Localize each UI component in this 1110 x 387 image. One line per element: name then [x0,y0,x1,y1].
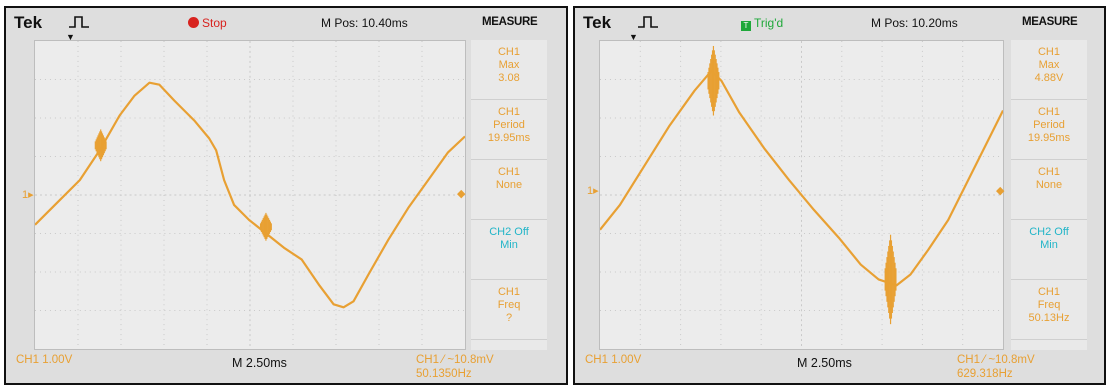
measure-line: None [495,179,523,191]
noise-burst [94,129,107,162]
measure-line: Max [1038,59,1060,71]
measure-line: ? [505,312,513,324]
measure-slot-5[interactable]: CH1 Freq? [471,280,547,340]
noise-burst [884,234,897,325]
measure-line: 19.95ms [487,132,531,144]
waveform-display [600,41,1003,349]
brand-logo: Tek [14,13,43,32]
measure-line: CH1 [1037,286,1060,298]
measure-line: 3.08 [498,72,520,84]
measure-line: Min [500,239,518,251]
trigger-frequency: 50.1350Hz [416,368,472,380]
measure-menu-title: MEASURE [1022,16,1078,28]
measure-line: CH1 [1037,166,1060,178]
stop-indicator-icon [188,17,199,28]
waveform-graticule [34,40,466,350]
measure-line: CH1 [1037,46,1060,58]
edge-trigger-icon [69,16,89,28]
edge-trigger-icon [638,16,658,28]
measure-panel[interactable]: CH1 Max 4.88V CH1 Period 19.95ms CH1 None CH2 Of… [1011,40,1087,350]
channel1-ground-marker: 1▸ [22,189,34,201]
measure-line: Period [1033,119,1065,131]
measure-slot-1[interactable]: CH1 Max 4.88V [1011,40,1087,100]
waveform-display [35,41,465,349]
trigger-level-marker: ◆ [457,188,466,200]
measure-slot-4[interactable]: CH2 Off Min [471,220,547,280]
measure-menu-title: MEASURE [482,16,538,28]
channel-scale: CH1 1.00V [585,354,642,366]
measure-slot-2[interactable]: CH1 Period 19.95ms [1011,100,1087,160]
measure-line: Min [1040,239,1058,251]
measure-line: 50.13Hz [1028,312,1070,324]
trigd-indicator-icon: T [741,21,751,31]
top-status-bar: Tek ▼ T Trig'd M Pos: 10.20ms MEASURE [575,8,1104,42]
acquisition-status: Stop [188,16,227,30]
trigger-setting: CH1 ⁄ ~10.8mV [957,354,1035,366]
measure-slot-5[interactable]: CH1 Freq 50.13Hz [1011,280,1087,340]
measure-line: CH1 [497,166,520,178]
horizontal-position: M Pos: 10.40ms [321,16,408,30]
measure-line: CH1 [497,286,520,298]
measure-slot-3[interactable]: CH1 None [471,160,547,220]
bottom-status-bar: CH1 1.00V M 2.50ms CH1 ⁄ ~10.8mV 50.1350… [6,352,566,383]
noise-burst [707,45,720,116]
trigger-level-marker: ◆ [996,185,1005,197]
top-status-bar: Tek ▼ Stop M Pos: 10.40ms MEASURE [6,8,566,42]
oscilloscope-screen-left: Tek ▼ Stop M Pos: 10.40ms MEASURE 1▸ ◆ C… [4,6,568,385]
measure-slot-1[interactable]: CH1 Max 3.08 [471,40,547,100]
timebase: M 2.50ms [232,356,287,370]
measure-slot-2[interactable]: CH1 Period 19.95ms [471,100,547,160]
measure-line: 4.88V [1034,72,1064,84]
oscilloscope-screen-right: Tek ▼ T Trig'd M Pos: 10.20ms MEASURE 1▸ … [573,6,1106,385]
measure-line: Freq [1037,299,1061,311]
acquisition-status: T Trig'd [741,16,783,31]
measure-line: CH1 [1037,106,1060,118]
measure-line: CH2 Off [489,226,529,238]
trigger-setting: CH1 ⁄ ~10.8mV [416,354,494,366]
trigger-frequency: 629.318Hz [957,368,1013,380]
measure-line: Period [493,119,525,131]
ch1-trace [600,69,1003,287]
trigger-arrow-icon: ▼ [629,32,638,42]
brand-logo: Tek [583,13,612,32]
measure-slot-3[interactable]: CH1 None [1011,160,1087,220]
ch1-trace [35,81,465,309]
measure-line: Freq [497,299,521,311]
measure-line: CH2 Off [1029,226,1069,238]
measure-line: None [1035,179,1063,191]
horizontal-position: M Pos: 10.20ms [871,16,958,30]
measure-line: CH1 [497,46,520,58]
bottom-status-bar: CH1 1.00V M 2.50ms CH1 ⁄ ~10.8mV 629.318… [575,352,1104,383]
channel-scale: CH1 1.00V [16,354,73,366]
measure-panel[interactable]: CH1 Max 3.08 CH1 Period 19.95ms CH1 None CH2 Off… [471,40,547,350]
timebase: M 2.50ms [797,356,852,370]
noise-burst [259,212,272,241]
measure-line: CH1 [497,106,520,118]
measure-line: Max [498,59,520,71]
measure-slot-4[interactable]: CH2 Off Min [1011,220,1087,280]
channel1-ground-marker: 1▸ [587,185,599,197]
waveform-graticule [599,40,1004,350]
measure-line: 19.95ms [1027,132,1071,144]
trigger-arrow-icon: ▼ [66,32,75,42]
